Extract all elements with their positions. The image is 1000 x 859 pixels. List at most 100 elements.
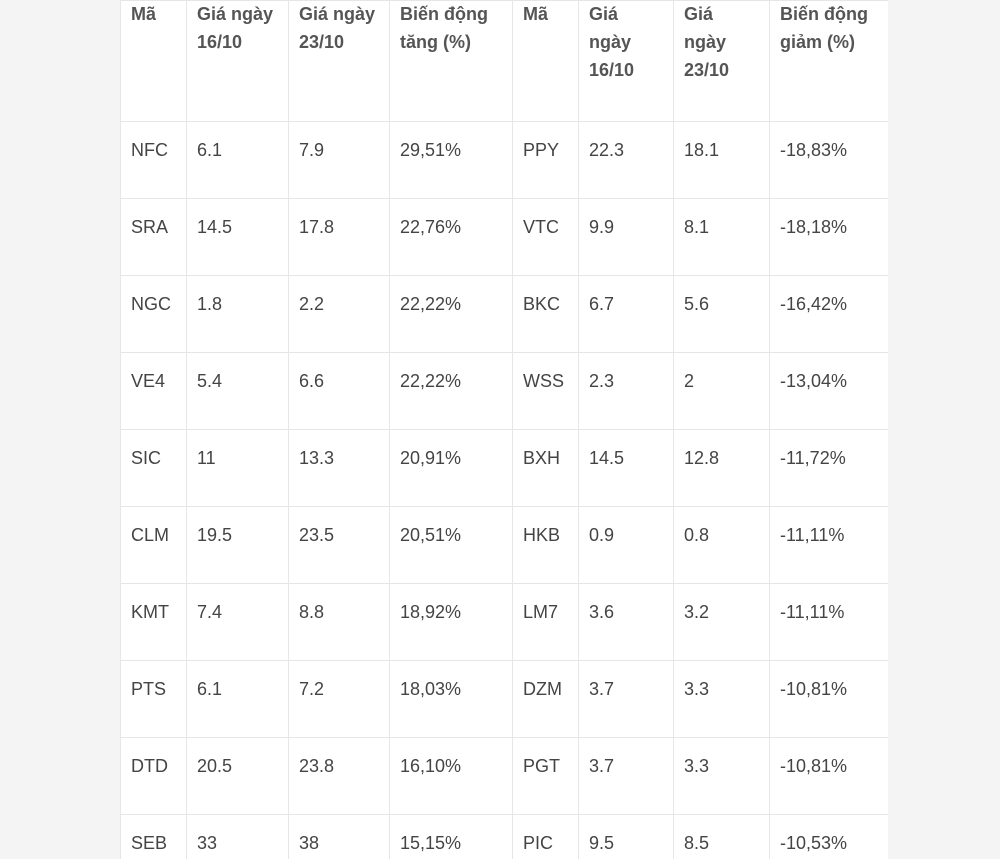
cell-code-loss: BXH — [512, 429, 579, 507]
cell-code-gain: NFC — [120, 121, 187, 199]
cell-change-up: 29,51% — [389, 121, 513, 199]
cell-change-down: -18,18% — [769, 198, 888, 276]
cell-code-loss: DZM — [512, 660, 579, 738]
cell-change-down: -11,11% — [769, 506, 888, 584]
cell-code-loss: BKC — [512, 275, 579, 353]
cell-change-down: -10,81% — [769, 660, 888, 738]
cell-change-up: 22,22% — [389, 352, 513, 430]
cell-change-up: 18,92% — [389, 583, 513, 661]
cell-price-1610-gain: 33 — [186, 814, 289, 859]
cell-price-2310-loss: 0.8 — [673, 506, 770, 584]
cell-change-down: -18,83% — [769, 121, 888, 199]
cell-price-1610-gain: 6.1 — [186, 660, 289, 738]
cell-code-gain: SRA — [120, 198, 187, 276]
cell-change-up: 15,15% — [389, 814, 513, 859]
cell-price-1610-gain: 6.1 — [186, 121, 289, 199]
cell-price-2310-loss: 3.2 — [673, 583, 770, 661]
cell-price-1610-gain: 1.8 — [186, 275, 289, 353]
cell-code-gain: VE4 — [120, 352, 187, 430]
cell-price-2310-gain: 2.2 — [288, 275, 390, 353]
header-code-loss: Mã — [512, 0, 579, 122]
header-change-down: Biến động giảm (%) — [769, 0, 888, 122]
cell-price-1610-loss: 3.7 — [578, 660, 674, 738]
cell-price-1610-loss: 2.3 — [578, 352, 674, 430]
cell-price-2310-gain: 6.6 — [288, 352, 390, 430]
table-row: DTD 20.5 23.8 16,10% PGT 3.7 3.3 -10,81% — [120, 737, 888, 815]
cell-price-1610-loss: 3.6 — [578, 583, 674, 661]
cell-price-1610-loss: 9.5 — [578, 814, 674, 859]
cell-change-up: 20,51% — [389, 506, 513, 584]
cell-code-gain: SEB — [120, 814, 187, 859]
cell-code-loss: WSS — [512, 352, 579, 430]
cell-change-up: 16,10% — [389, 737, 513, 815]
cell-price-2310-gain: 8.8 — [288, 583, 390, 661]
cell-change-up: 18,03% — [389, 660, 513, 738]
header-price-1610-loss: Giá ngày 16/10 — [578, 0, 674, 122]
cell-price-1610-loss: 3.7 — [578, 737, 674, 815]
stock-price-table: Mã Giá ngày 16/10 Giá ngày 23/10 Biến độ… — [120, 0, 888, 859]
cell-price-2310-loss: 12.8 — [673, 429, 770, 507]
cell-change-down: -16,42% — [769, 275, 888, 353]
cell-price-1610-gain: 19.5 — [186, 506, 289, 584]
cell-code-loss: PGT — [512, 737, 579, 815]
table-row: SEB 33 38 15,15% PIC 9.5 8.5 -10,53% — [120, 814, 888, 859]
header-price-2310-loss: Giá ngày 23/10 — [673, 0, 770, 122]
cell-price-2310-loss: 3.3 — [673, 737, 770, 815]
cell-price-2310-gain: 23.8 — [288, 737, 390, 815]
cell-price-2310-loss: 8.5 — [673, 814, 770, 859]
cell-code-gain: NGC — [120, 275, 187, 353]
header-change-up: Biến động tăng (%) — [389, 0, 513, 122]
cell-code-gain: CLM — [120, 506, 187, 584]
cell-price-1610-loss: 14.5 — [578, 429, 674, 507]
cell-price-2310-gain: 17.8 — [288, 198, 390, 276]
cell-code-loss: HKB — [512, 506, 579, 584]
table-row: KMT 7.4 8.8 18,92% LM7 3.6 3.2 -11,11% — [120, 583, 888, 661]
table-row: PTS 6.1 7.2 18,03% DZM 3.7 3.3 -10,81% — [120, 660, 888, 738]
header-price-2310-gain: Giá ngày 23/10 — [288, 0, 390, 122]
cell-price-1610-gain: 5.4 — [186, 352, 289, 430]
header-price-1610-gain: Giá ngày 16/10 — [186, 0, 289, 122]
cell-price-1610-loss: 22.3 — [578, 121, 674, 199]
cell-code-loss: LM7 — [512, 583, 579, 661]
cell-change-down: -10,81% — [769, 737, 888, 815]
cell-code-gain: SIC — [120, 429, 187, 507]
cell-price-1610-gain: 20.5 — [186, 737, 289, 815]
cell-price-2310-loss: 3.3 — [673, 660, 770, 738]
cell-code-loss: VTC — [512, 198, 579, 276]
cell-code-gain: DTD — [120, 737, 187, 815]
cell-price-2310-gain: 7.9 — [288, 121, 390, 199]
cell-price-2310-gain: 13.3 — [288, 429, 390, 507]
cell-price-2310-gain: 7.2 — [288, 660, 390, 738]
cell-price-2310-loss: 5.6 — [673, 275, 770, 353]
cell-price-1610-loss: 0.9 — [578, 506, 674, 584]
cell-change-up: 22,22% — [389, 275, 513, 353]
cell-code-loss: PPY — [512, 121, 579, 199]
table-header-row: Mã Giá ngày 16/10 Giá ngày 23/10 Biến độ… — [120, 0, 888, 122]
cell-price-2310-loss: 18.1 — [673, 121, 770, 199]
cell-code-loss: PIC — [512, 814, 579, 859]
cell-price-1610-gain: 11 — [186, 429, 289, 507]
table-row: NGC 1.8 2.2 22,22% BKC 6.7 5.6 -16,42% — [120, 275, 888, 353]
cell-price-2310-loss: 2 — [673, 352, 770, 430]
table-row: SIC 11 13.3 20,91% BXH 14.5 12.8 -11,72% — [120, 429, 888, 507]
cell-change-down: -11,11% — [769, 583, 888, 661]
cell-price-2310-gain: 23.5 — [288, 506, 390, 584]
table-row: NFC 6.1 7.9 29,51% PPY 22.3 18.1 -18,83% — [120, 121, 888, 199]
table-row: CLM 19.5 23.5 20,51% HKB 0.9 0.8 -11,11% — [120, 506, 888, 584]
cell-change-down: -11,72% — [769, 429, 888, 507]
table-row: SRA 14.5 17.8 22,76% VTC 9.9 8.1 -18,18% — [120, 198, 888, 276]
cell-price-2310-gain: 38 — [288, 814, 390, 859]
cell-change-down: -10,53% — [769, 814, 888, 859]
cell-price-1610-loss: 6.7 — [578, 275, 674, 353]
cell-code-gain: PTS — [120, 660, 187, 738]
cell-price-1610-loss: 9.9 — [578, 198, 674, 276]
cell-code-gain: KMT — [120, 583, 187, 661]
cell-price-1610-gain: 14.5 — [186, 198, 289, 276]
cell-price-2310-loss: 8.1 — [673, 198, 770, 276]
cell-change-up: 22,76% — [389, 198, 513, 276]
cell-change-up: 20,91% — [389, 429, 513, 507]
table-row: VE4 5.4 6.6 22,22% WSS 2.3 2 -13,04% — [120, 352, 888, 430]
cell-change-down: -13,04% — [769, 352, 888, 430]
cell-price-1610-gain: 7.4 — [186, 583, 289, 661]
header-code-gain: Mã — [120, 0, 187, 122]
